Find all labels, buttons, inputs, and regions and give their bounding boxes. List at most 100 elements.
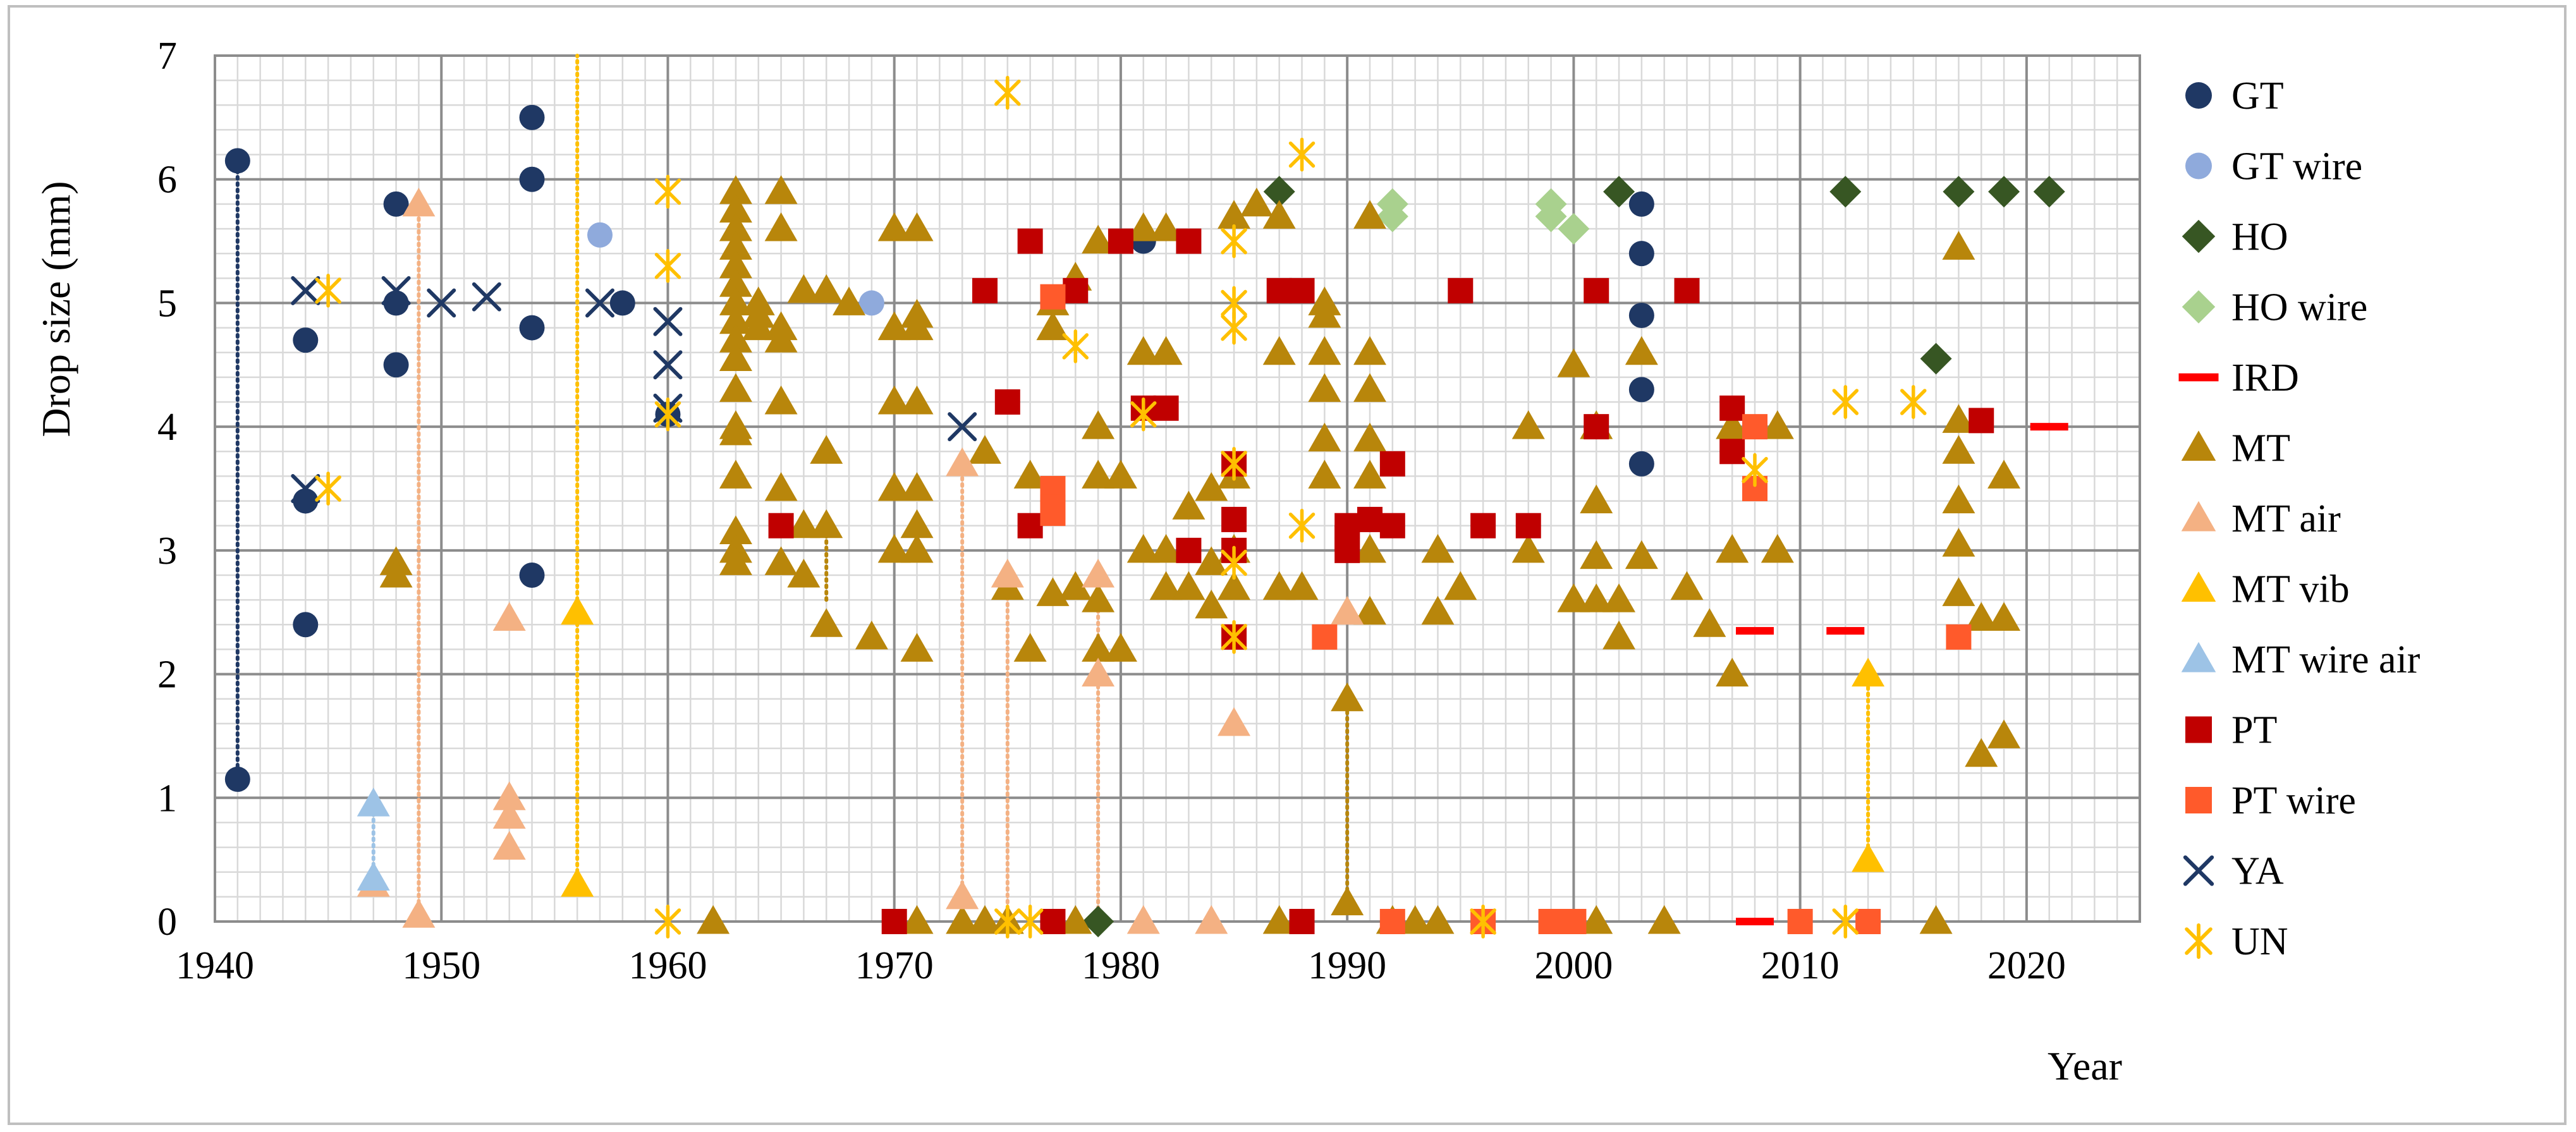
- data-point-mt: MT: 1971, 4.8: [900, 311, 934, 341]
- data-point-mt: MT: 2000, 4.5: [1557, 348, 1590, 377]
- chart-outer-border: [8, 5, 2567, 1125]
- data-point-mt: MT: 1995, 2.7: [1444, 571, 1477, 600]
- data-point-ird: IRD: 2008, 2.35: [1736, 627, 1774, 635]
- data-point-mt: MT: 1982, 2.7: [1149, 571, 1183, 600]
- series-pt: PT: 1965, 3.2 PT: 1970, 0 PT: 1974, 5.1 PT:…: [768, 228, 1994, 934]
- data-point-mt: MT: 1976, 3.6: [1013, 459, 1047, 489]
- data-point-pt-wire: PT wire: 1989, 2.3: [1312, 624, 1338, 650]
- data-point-mt: MT: 1981, 4.6: [1126, 336, 1160, 365]
- data-point-mt: MT: 1985, 5.7: [1218, 200, 1251, 229]
- data-point-mt: MT: 1973, 0: [946, 905, 979, 934]
- x-tick-label: 1960: [628, 944, 707, 987]
- data-point-un: UN: 1985, 2.9: [1221, 545, 1247, 580]
- data-point-mt: MT: 1980, 3.6: [1104, 459, 1137, 489]
- data-point-un: UN: 1985, 3.7: [1221, 447, 1247, 481]
- data-point-pt-wire: PT wire: 1992, 0: [1379, 909, 1405, 934]
- legend-marker-mt-vib: [2181, 571, 2216, 602]
- y-tick-label: 6: [157, 159, 177, 202]
- legend-marker-mt-air: [2181, 501, 2216, 532]
- data-point-gt: GT: 2003, 4.3: [1628, 377, 1654, 403]
- legend-label-ho: HO: [2231, 216, 2288, 259]
- data-point-mt: MT: 1978, 2.7: [1059, 571, 1092, 600]
- data-point-mt: MT: 1983, 2.7: [1172, 571, 1206, 600]
- data-point-pt: PT: 1985, 3.25: [1221, 506, 1247, 532]
- data-point-gt: GT: 1948, 5.8: [383, 191, 409, 217]
- data-point-mt: MT: 2007, 4: [1716, 410, 1749, 439]
- data-point-mt: MT: 1966, 5.1: [787, 274, 821, 303]
- series-ird: IRD: 2008, 2.35 IRD: 2012, 2.35 IRD: 2008,…: [1736, 423, 2068, 925]
- data-point-pt: PT: 1978, 5.1: [1063, 277, 1089, 303]
- data-point-mt: MT: 1963, 5: [719, 286, 752, 315]
- legend-marker-ya: [2183, 855, 2214, 886]
- data-point-gt: GT: 1954, 6.5: [519, 104, 545, 130]
- data-point-un: UN: 1988, 6.2: [1288, 137, 1315, 172]
- data-point-mt: MT: 1987, 4.6: [1262, 336, 1296, 365]
- data-point-mt: MT: 2018, 2.45: [1965, 602, 1998, 631]
- data-point-pt: PT: 1988, 5.1: [1289, 277, 1315, 303]
- data-point-mt: MT: 1989, 4.9: [1308, 299, 1341, 328]
- data-point-mt: MT: 1989, 3.9: [1308, 422, 1341, 452]
- data-point-mt: MT: 2003, 4.6: [1625, 336, 1658, 365]
- data-point-ho: HO: 2002, 5.9: [1603, 176, 1635, 208]
- data-point-ird: IRD: 2021, 4: [2030, 423, 2068, 431]
- data-point-mt: MT: 1963, 5.9: [719, 175, 752, 204]
- data-point-un: UN: 1985, 5.5: [1221, 224, 1247, 259]
- data-point-mt-air: MT air: 1973, 0.2: [946, 880, 979, 910]
- data-point-gt: GT: 2003, 5.8: [1628, 191, 1654, 217]
- data-point-gt: GT: 1948, 5: [383, 290, 409, 316]
- legend-marker-pt-wire: [2185, 787, 2212, 813]
- data-point-gt: GT: 1954, 6: [519, 166, 545, 192]
- data-point-pt: PT: 1982, 4.15: [1153, 395, 1179, 421]
- data-point-mt: MT: 2019, 2.45: [1987, 602, 2021, 631]
- data-point-ya: YA: 1973, 4: [948, 412, 977, 442]
- data-point-mt: MT: 1965, 2.9: [764, 546, 798, 575]
- data-point-un: UN: 1985, 4.8: [1221, 310, 1247, 345]
- data-point-mt: MT: 1963, 2.9: [719, 546, 752, 575]
- data-point-pt-wire: PT wire: 2017, 2.3: [1946, 624, 1972, 650]
- data-point-ho: HO: 2019, 5.9: [1988, 176, 2020, 208]
- data-point-mt: MT: 1994, 3: [1421, 533, 1455, 563]
- data-point-pt: PT: 1980, 5.5: [1108, 228, 1133, 254]
- data-point-mt: MT: 1965, 4.7: [764, 324, 798, 353]
- data-point-mt: MT: 2007, 3: [1716, 533, 1749, 563]
- data-point-mt: MT: 1982, 3: [1149, 533, 1183, 563]
- data-point-mt: MT: 1963, 5.15: [719, 268, 752, 297]
- legend-item-mt-vib: MT vib: [2181, 568, 2350, 611]
- data-point-mt: MT: 1994, 2.5: [1421, 595, 1455, 625]
- axes: 1940 1950 1960 1970 1980 1990 2000 2010 2020 0 1 2 3…: [157, 35, 2066, 987]
- legend-item-un: UN: [2185, 920, 2288, 963]
- legend-label-ho-wire: HO wire: [2231, 286, 2367, 329]
- data-point-pt: PT: 1992, 3.7: [1379, 451, 1405, 477]
- data-point-pt: PT: 1988, 0: [1289, 909, 1315, 934]
- data-point-mt: MT: 1970, 4.2: [877, 386, 911, 415]
- data-point-ho: HO: 1987, 5.9: [1263, 176, 1295, 208]
- x-tick-label: 1950: [402, 944, 480, 987]
- data-point-mt: MT: 1990, 1.8: [1331, 682, 1364, 712]
- data-point-pt-wire: PT wire: 1977, 3.3: [1040, 501, 1066, 526]
- legend-label-mt-wire-air: MT wire air: [2231, 638, 2420, 681]
- y-tick-label: 2: [157, 654, 177, 697]
- data-point-ya: YA: 1944, 3.5: [291, 474, 320, 503]
- y-tick-label: 7: [157, 35, 177, 78]
- data-point-mt-air: MT air: 1953, 0.85: [492, 800, 526, 829]
- data-point-un: UN: 2008, 3.65: [1742, 453, 1768, 487]
- data-point-pt-wire: PT wire: 2008, 4: [1742, 414, 1767, 440]
- data-point-mt: MT: 1980, 2.2: [1104, 633, 1137, 662]
- data-point-mt-wire-air: MT wire air: 1947, 0.35: [357, 861, 390, 891]
- legend-item-mt-wire-air: MT wire air: [2181, 638, 2420, 681]
- data-point-pt: PT: 1983, 3: [1176, 537, 1202, 563]
- legend-item-mt-air: MT air: [2181, 497, 2341, 540]
- data-point-mt: MT: 2007, 2: [1716, 657, 1749, 687]
- data-point-mt: MT: 1963, 5.75: [719, 193, 752, 223]
- data-point-pt: PT: 1976, 5.5: [1017, 228, 1043, 254]
- y-axis-label: Drop size (mm): [34, 181, 78, 437]
- data-point-un: UN: 2012, 0: [1832, 904, 1859, 939]
- data-point-mt: MT: 1963, 3.95: [719, 416, 752, 446]
- series-pt-wire: PT wire: 1977, 5.05PT wire: 1977, 3.5PT …: [1040, 284, 1972, 934]
- data-point-mt-vib: MT vib: 1956, 2.5: [561, 595, 594, 625]
- data-point-ya: YA: 1957, 5: [585, 288, 614, 318]
- data-point-gt: GT: 1944, 2.4: [293, 612, 319, 638]
- data-point-mt: MT: 1974, 0: [968, 905, 1001, 934]
- data-point-mt: MT: 2017, 3.8: [1942, 435, 1975, 464]
